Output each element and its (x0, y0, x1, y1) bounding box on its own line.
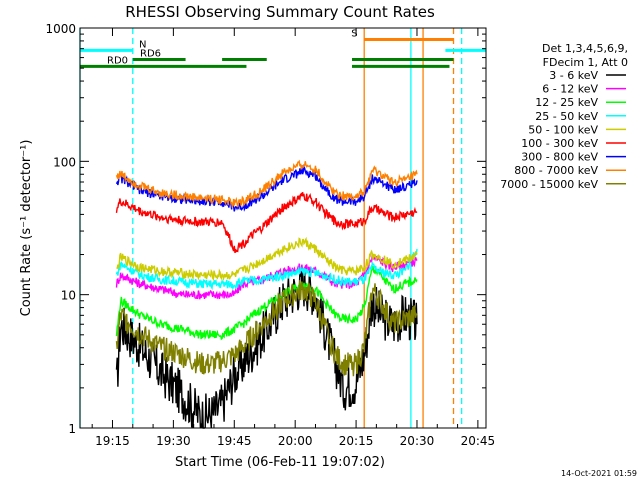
x-tick-label: 19:15 (95, 434, 130, 448)
x-tick-label: 20:15 (339, 434, 374, 448)
legend-entry: 3 - 6 keV (549, 69, 598, 82)
x-axis: 19:15 19:30 19:45 20:00 20:15 20:30 20:45 (91, 28, 496, 448)
legend-entry: 12 - 25 keV (535, 96, 598, 109)
legend-entry: 800 - 7000 keV (514, 164, 598, 177)
y-tick-label: 10 (61, 289, 76, 303)
legend-entry: 50 - 100 keV (528, 123, 598, 136)
flag-label: N (139, 39, 146, 50)
x-tick-label: 19:30 (156, 434, 191, 448)
series-line (115, 248, 418, 291)
series-line (115, 268, 418, 429)
plot-frame (79, 27, 487, 429)
legend-entry: 300 - 800 keV (521, 151, 598, 164)
series-line (115, 265, 418, 341)
legend-header: Det 1,3,4,5,6,9, (542, 42, 628, 55)
y-axis: 1 10 100 1000 (45, 22, 486, 436)
series-line (115, 280, 418, 377)
x-axis-label: Start Time (06-Feb-11 19:07:02) (175, 455, 385, 470)
x-tick-label: 20:30 (400, 434, 435, 448)
y-tick-label: 100 (53, 155, 76, 169)
flag-label: S (351, 28, 357, 39)
series-line (115, 159, 418, 209)
chart-title: RHESSI Observing Summary Count Rates (125, 3, 435, 21)
legend: Det 1,3,4,5,6,9,FDecim 1, Att 03 - 6 keV… (500, 42, 628, 191)
x-tick-label: 19:45 (217, 434, 252, 448)
flag-label: RD6 (140, 49, 161, 60)
x-tick-label: 20:00 (278, 434, 313, 448)
flag-label: RD0 (107, 55, 128, 66)
x-tick-label: 20:45 (461, 434, 496, 448)
legend-header: FDecim 1, Att 0 (543, 56, 628, 69)
series-line (116, 236, 418, 282)
y-tick-label: 1000 (45, 22, 76, 36)
series-line (115, 192, 418, 254)
y-axis-label: Count Rate (s⁻¹ detector⁻¹) (19, 140, 34, 317)
y-tick-label: 1 (68, 422, 76, 436)
series-line (115, 163, 418, 212)
legend-entry: 100 - 300 keV (521, 137, 598, 150)
legend-entry: 25 - 50 keV (535, 110, 598, 123)
legend-entry: 6 - 12 keV (542, 83, 598, 96)
legend-entry: 7000 - 15000 keV (500, 178, 598, 191)
footer-date: 14-Oct-2021 01:59 (561, 469, 637, 478)
